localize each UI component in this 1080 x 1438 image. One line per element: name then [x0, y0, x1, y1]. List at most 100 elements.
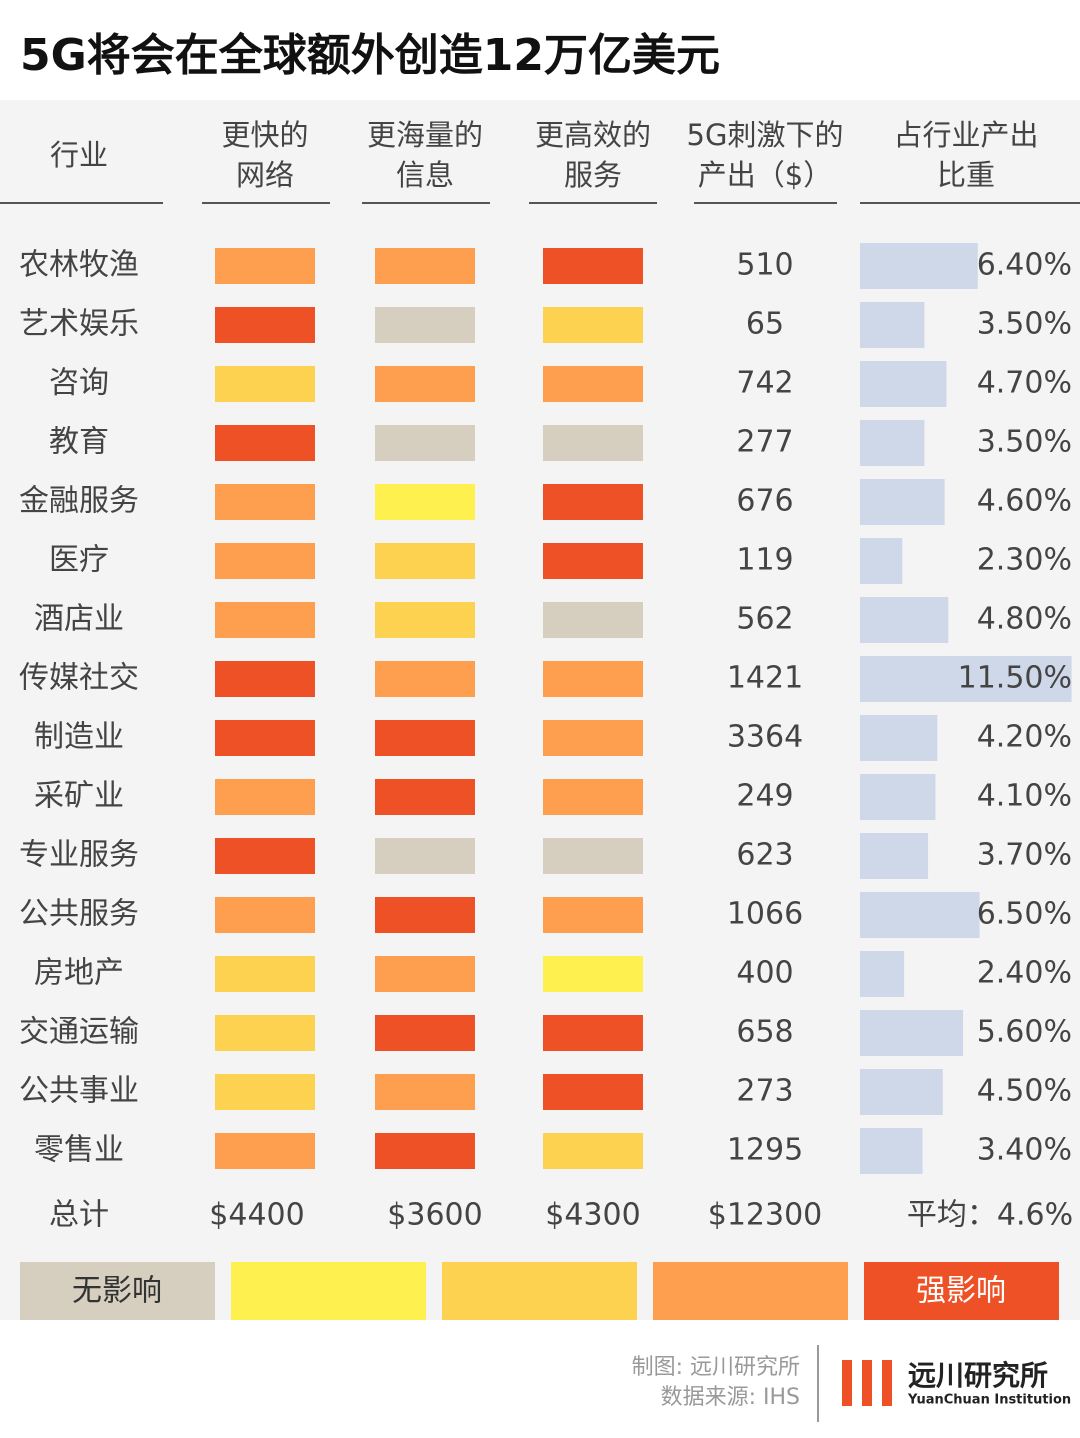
- impact-cell: [543, 484, 643, 520]
- share-bar: [860, 597, 949, 643]
- industry: 公共事业: [19, 1074, 139, 1109]
- impact-cell: [375, 956, 475, 992]
- output: 658: [736, 1015, 793, 1050]
- industry: 制造业: [34, 720, 124, 755]
- impact-cell: [543, 779, 643, 815]
- column-header: 网络: [236, 158, 294, 192]
- impact-cell: [215, 543, 315, 579]
- share-bar: [860, 243, 978, 289]
- impact-cell: [215, 720, 315, 756]
- legend-label: 强影响: [916, 1274, 1006, 1309]
- share-bar: [860, 1128, 923, 1174]
- impact-cell: [375, 1015, 475, 1051]
- output: 1295: [727, 1133, 803, 1168]
- share-label: 6.40%: [977, 248, 1072, 283]
- share-bar: [860, 361, 947, 407]
- impact-cell: [543, 956, 643, 992]
- impact-cell: [375, 1074, 475, 1110]
- industry: 采矿业: [34, 779, 124, 814]
- industry: 艺术娱乐: [19, 307, 139, 342]
- impact-cell: [215, 1015, 315, 1051]
- industry: 专业服务: [19, 838, 139, 873]
- column-header: 占行业产出: [893, 118, 1038, 152]
- industry: 交通运输: [19, 1015, 139, 1050]
- legend-swatch: [442, 1262, 637, 1320]
- impact-cell: [215, 1133, 315, 1169]
- total: $4400: [209, 1198, 304, 1233]
- impact-cell: [375, 602, 475, 638]
- credit: 制图: 远川研究所: [632, 1355, 800, 1380]
- output: 1066: [727, 897, 803, 932]
- impact-cell: [375, 248, 475, 284]
- impact-cell: [375, 543, 475, 579]
- column-header: 信息: [396, 158, 454, 192]
- impact-cell: [215, 425, 315, 461]
- share-label: 3.50%: [977, 307, 1072, 342]
- share-label: 11.50%: [958, 661, 1072, 696]
- total: $3600: [387, 1198, 482, 1233]
- output: 277: [736, 425, 793, 460]
- impact-cell: [215, 484, 315, 520]
- impact-cell: [375, 307, 475, 343]
- share-bar: [860, 538, 903, 584]
- logo-mark: [842, 1360, 892, 1406]
- share-label: 4.70%: [977, 366, 1072, 401]
- output: 3364: [727, 720, 803, 755]
- impact-cell: [543, 661, 643, 697]
- column-header: 更海量的: [367, 118, 483, 152]
- share-bar: [860, 892, 980, 938]
- logo-english: YuanChuan Institution: [907, 1393, 1071, 1408]
- industry: 传媒社交: [19, 661, 139, 696]
- column-header: 产出（$）: [698, 158, 832, 192]
- impact-cell: [543, 1133, 643, 1169]
- source: 数据来源: IHS: [661, 1385, 800, 1410]
- output: 119: [736, 543, 793, 578]
- impact-cell: [543, 248, 643, 284]
- column-header: 比重: [937, 158, 995, 192]
- impact-cell: [375, 897, 475, 933]
- column-header: 更快的: [221, 118, 308, 152]
- impact-cell: [215, 838, 315, 874]
- share-label: 3.40%: [977, 1133, 1072, 1168]
- output: 273: [736, 1074, 793, 1109]
- impact-cell: [215, 779, 315, 815]
- industry: 教育: [49, 425, 109, 460]
- impact-cell: [215, 248, 315, 284]
- impact-cell: [543, 366, 643, 402]
- impact-cell: [215, 956, 315, 992]
- legend-swatch: [231, 1262, 426, 1320]
- share-label: 3.70%: [977, 838, 1072, 873]
- share-bar: [860, 302, 925, 348]
- share-bar: [860, 1010, 964, 1056]
- impact-cell: [375, 838, 475, 874]
- share-bar: [860, 420, 925, 466]
- impact-cell: [543, 1015, 643, 1051]
- logo-text: 远川研究所: [908, 1359, 1048, 1392]
- impact-cell: [375, 425, 475, 461]
- impact-cell: [543, 838, 643, 874]
- share-label: 2.40%: [977, 956, 1072, 991]
- impact-cell: [543, 897, 643, 933]
- output: 1421: [727, 661, 803, 696]
- impact-cell: [215, 366, 315, 402]
- total: $12300: [708, 1198, 823, 1233]
- impact-cell: [375, 661, 475, 697]
- impact-cell: [543, 543, 643, 579]
- output: 623: [736, 838, 793, 873]
- industry: 零售业: [34, 1133, 124, 1168]
- share-label: 3.50%: [977, 425, 1072, 460]
- industry: 金融服务: [19, 484, 139, 519]
- industry: 公共服务: [19, 897, 139, 932]
- impact-cell: [543, 307, 643, 343]
- column-header: 5G刺激下的: [687, 118, 844, 152]
- impact-cell: [543, 425, 643, 461]
- impact-cell: [375, 484, 475, 520]
- impact-cell: [543, 1074, 643, 1110]
- impact-cell: [543, 720, 643, 756]
- share-bar: [860, 951, 905, 997]
- impact-cell: [215, 602, 315, 638]
- impact-cell: [215, 661, 315, 697]
- impact-cell: [215, 897, 315, 933]
